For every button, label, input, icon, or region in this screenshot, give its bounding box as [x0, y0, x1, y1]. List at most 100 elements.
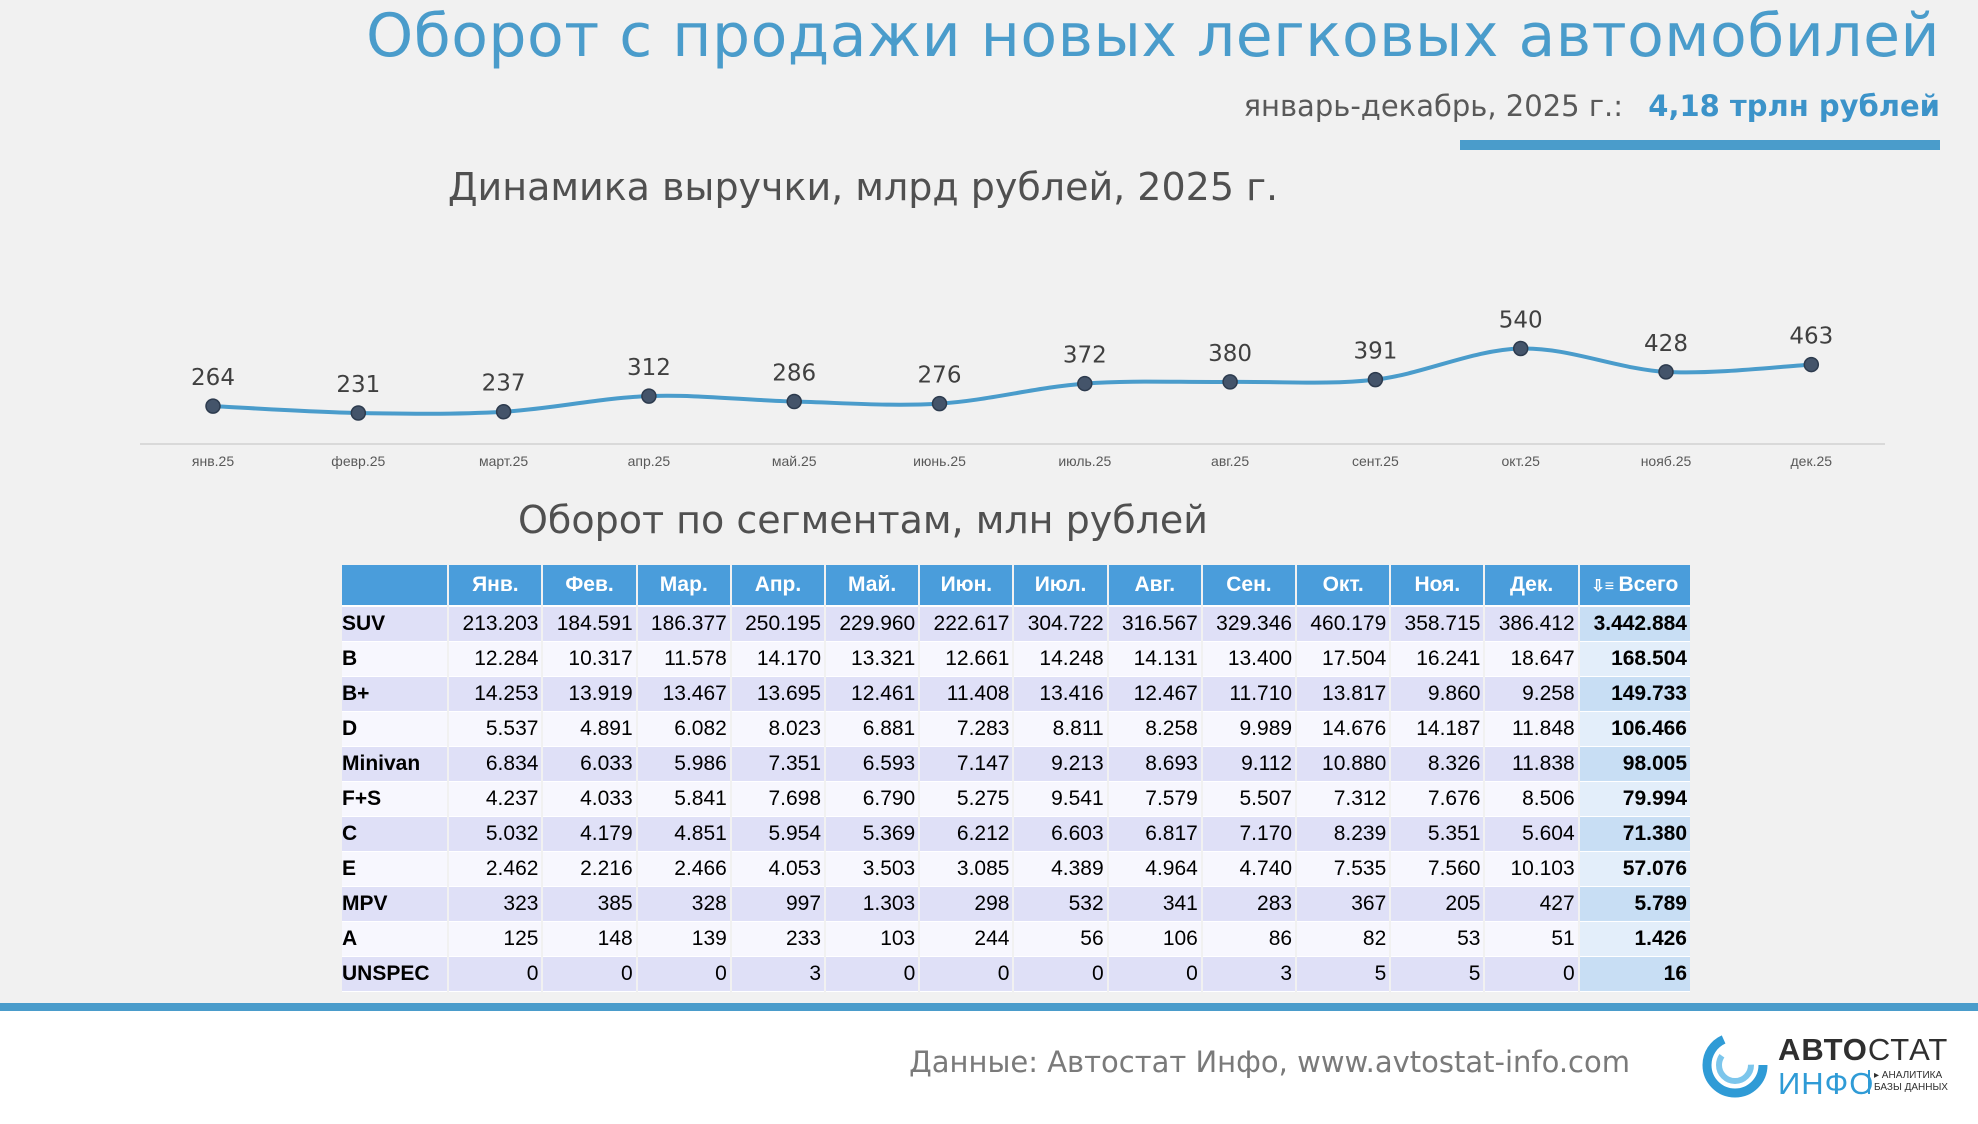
value-cell: 56: [1014, 922, 1107, 957]
column-header[interactable]: Ноя.: [1391, 565, 1484, 607]
value-cell: 323: [449, 887, 542, 922]
value-cell: 250.195: [731, 607, 825, 642]
data-point: [205, 398, 221, 414]
value-cell: 385: [543, 887, 636, 922]
value-cell: 8.506: [1485, 782, 1578, 817]
page-title: Оборот с продажи новых легковых автомоби…: [365, 1, 1940, 71]
data-label: 372: [1063, 343, 1107, 369]
column-header[interactable]: Янв.: [449, 565, 542, 607]
value-cell: 0: [826, 957, 919, 992]
x-tick-label: февр.25: [331, 453, 385, 469]
column-header[interactable]: Июл.: [1014, 565, 1107, 607]
value-cell: 5.351: [1391, 817, 1484, 852]
segment-name-cell: MPV: [342, 887, 448, 922]
value-cell: 14.248: [1014, 642, 1107, 677]
value-cell: 8.023: [731, 712, 825, 747]
header-total-sortable[interactable]: ⇩≡ Всего: [1579, 565, 1690, 607]
total-cell: 71.380: [1579, 817, 1690, 852]
value-cell: 8.258: [1108, 712, 1201, 747]
value-cell: 205: [1391, 887, 1484, 922]
value-cell: 0: [1108, 957, 1201, 992]
value-cell: 367: [1297, 887, 1390, 922]
x-tick-label: сент.25: [1352, 453, 1399, 469]
value-cell: 184.591: [543, 607, 636, 642]
data-point: [786, 393, 802, 410]
value-cell: 427: [1485, 887, 1578, 922]
x-tick-label: июль.25: [1058, 453, 1111, 469]
table-row: F+S 4.237 4.033 5.841 7.698 6.790 5.275 9.541 7.…: [342, 782, 1690, 817]
data-label: 312: [627, 355, 671, 381]
value-cell: 6.082: [637, 712, 730, 747]
segment-name-cell: C: [342, 817, 448, 852]
data-point: [1222, 374, 1238, 390]
value-cell: 3.503: [826, 852, 919, 887]
value-cell: 13.416: [1014, 677, 1107, 712]
value-cell: 5.275: [920, 782, 1013, 817]
value-cell: 9.112: [1202, 747, 1296, 782]
value-cell: 13.467: [637, 677, 730, 712]
value-cell: 6.790: [826, 782, 919, 817]
value-cell: 13.919: [543, 677, 636, 712]
value-cell: 4.237: [449, 782, 542, 817]
value-cell: 6.033: [543, 747, 636, 782]
value-cell: 139: [637, 922, 730, 957]
value-cell: 53: [1391, 922, 1484, 957]
data-label: 231: [336, 372, 380, 398]
value-cell: 186.377: [637, 607, 730, 642]
value-cell: 16.241: [1391, 642, 1484, 677]
value-cell: 13.321: [826, 642, 919, 677]
total-cell: 3.442.884: [1579, 607, 1690, 642]
value-cell: 6.593: [826, 747, 919, 782]
value-cell: 12.284: [449, 642, 542, 677]
column-header[interactable]: Окт.: [1297, 565, 1390, 607]
column-header[interactable]: Июн.: [920, 565, 1013, 607]
total-cell: 5.789: [1579, 887, 1690, 922]
value-cell: 2.216: [543, 852, 636, 887]
value-cell: 82: [1297, 922, 1390, 957]
data-label: 264: [191, 365, 235, 391]
logo-text-line1: АВТОСТАТ: [1778, 1032, 1949, 1067]
value-cell: 9.213: [1014, 747, 1107, 782]
table-row: E 2.462 2.216 2.466 4.053 3.503 3.085 4.389 4.96…: [342, 852, 1690, 887]
value-cell: 222.617: [920, 607, 1013, 642]
table-header-row: Янв. Фев. Мар. Апр. Май. Июн. Июл. Авг. Сен. Окт.…: [342, 565, 1690, 607]
value-cell: 12.467: [1108, 677, 1201, 712]
value-cell: 7.283: [920, 712, 1013, 747]
data-label: 540: [1499, 308, 1543, 334]
data-point: [350, 405, 367, 421]
column-header[interactable]: Фев.: [543, 565, 636, 607]
column-header[interactable]: Сен.: [1202, 565, 1296, 607]
data-label: 286: [772, 361, 816, 387]
total-cell: 106.466: [1579, 712, 1690, 747]
value-cell: 0: [920, 957, 1013, 992]
value-cell: 5.604: [1485, 817, 1578, 852]
segment-name-cell: F+S: [342, 782, 448, 817]
segment-name-cell: D: [342, 712, 448, 747]
value-cell: 5.369: [826, 817, 919, 852]
column-header[interactable]: [342, 565, 448, 607]
value-cell: 4.053: [731, 852, 825, 887]
value-cell: 7.351: [731, 747, 825, 782]
total-label: 4,18 трлн рублей: [1648, 89, 1940, 123]
title-rule: [1460, 140, 1940, 150]
logo-tagline: ▸ АНАЛИТИКА БАЗЫ ДАННЫХ: [1868, 1070, 1948, 1094]
table-row: Minivan 6.834 6.033 5.986 7.351 6.593 7.147 9.2…: [342, 747, 1690, 782]
value-cell: 358.715: [1391, 607, 1484, 642]
series-line: [212, 346, 1812, 416]
value-cell: 9.989: [1202, 712, 1296, 747]
column-header[interactable]: Авг.: [1108, 565, 1201, 607]
x-tick-label: янв.25: [192, 453, 234, 469]
column-header[interactable]: Дек.: [1485, 565, 1578, 607]
value-cell: 8.239: [1297, 817, 1390, 852]
value-cell: 3: [731, 957, 825, 992]
segment-name-cell: SUV: [342, 607, 448, 642]
value-cell: 7.312: [1297, 782, 1390, 817]
value-cell: 9.258: [1485, 677, 1578, 712]
column-header[interactable]: Апр.: [731, 565, 825, 607]
segment-name-cell: UNSPEC: [342, 957, 448, 992]
column-header[interactable]: Май.: [826, 565, 919, 607]
value-cell: 6.603: [1014, 817, 1107, 852]
column-header[interactable]: Мар.: [637, 565, 730, 607]
value-cell: 5.986: [637, 747, 730, 782]
value-cell: 0: [543, 957, 636, 992]
